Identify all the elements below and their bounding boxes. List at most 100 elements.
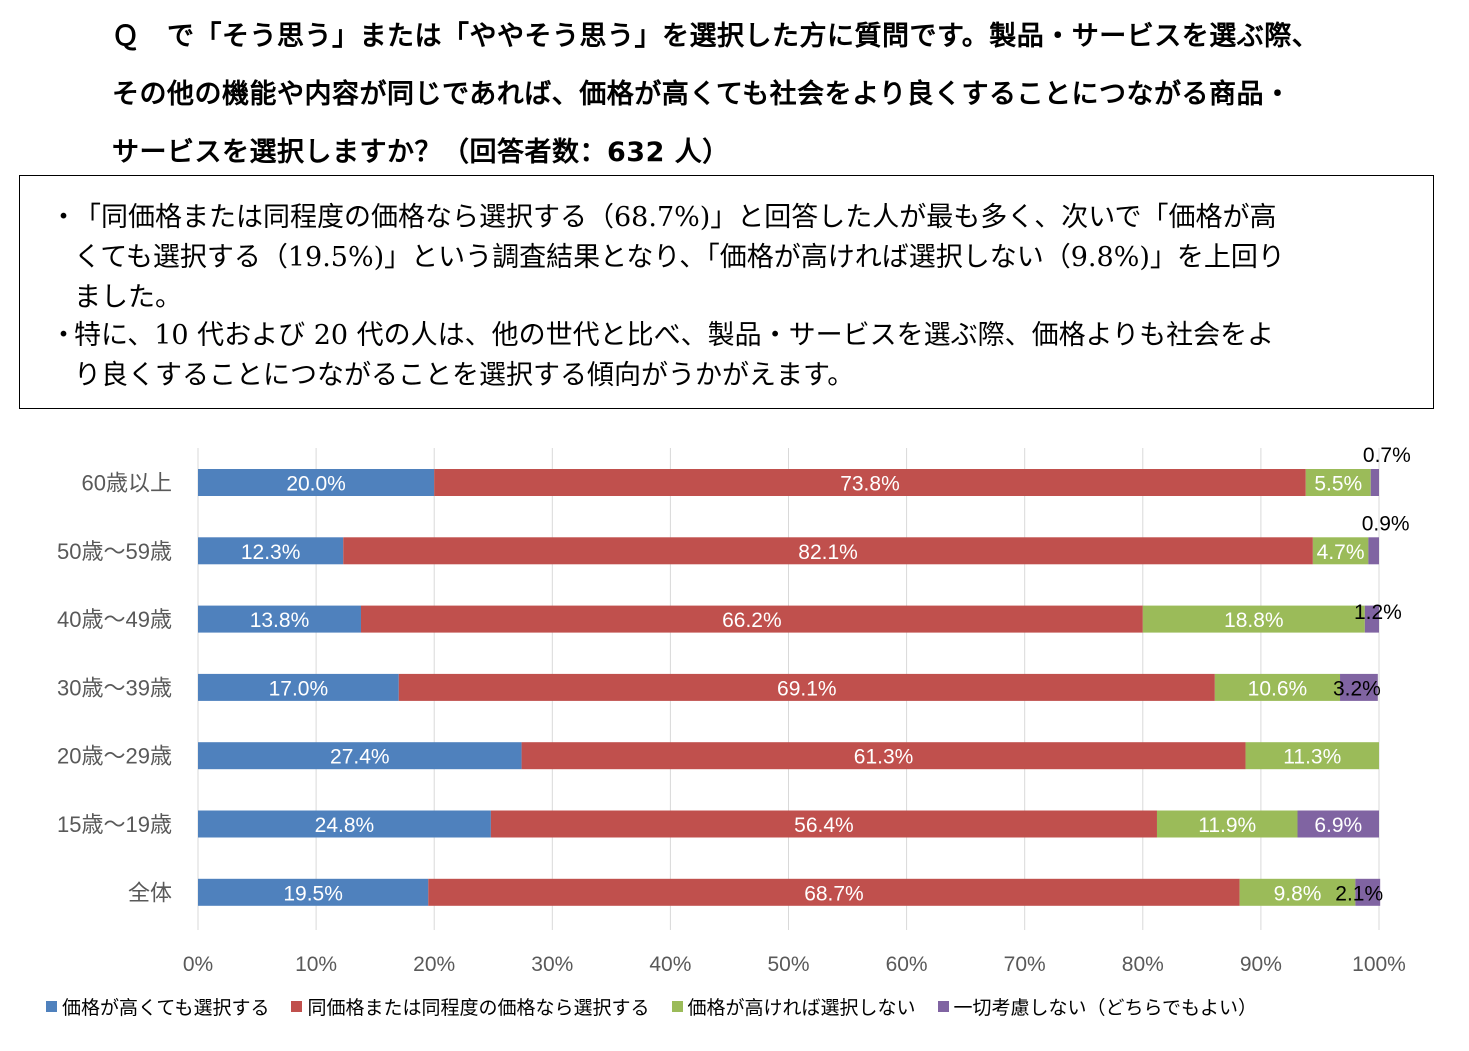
data-label: 2.1%	[1335, 882, 1383, 905]
legend-label: 価格が高ければ選択しない	[687, 996, 916, 1019]
bar-segment	[1370, 469, 1379, 496]
chart-legend: 価格が高くても選択する 同価格または同程度の価格なら選択する 価格が高ければ選択…	[46, 992, 1279, 1020]
legend-label: 同価格または同程度の価格なら選択する	[307, 996, 650, 1019]
bullet-mark: ・	[50, 202, 77, 233]
summary-box: ・ 「同価格または同程度の価格なら選択する（68.7%)」と回答した人が最も多く…	[19, 175, 1434, 409]
data-label: 19.5%	[283, 882, 343, 905]
data-label: 12.3%	[241, 541, 301, 564]
category-label: 20歳～29歳	[57, 744, 172, 769]
legend-label: 一切考慮しない（どちらでもよい）	[953, 996, 1257, 1019]
x-tick-label: 0%	[183, 953, 213, 976]
question-line: Ｑ で「そう思う」または「ややそう思う」を選択した方に質問です。製品・サービスを…	[112, 21, 1320, 52]
legend-swatch-purple	[937, 1000, 949, 1012]
legend-item-pay-more: 価格が高くても選択する	[46, 993, 269, 1020]
data-label: 82.1%	[798, 541, 858, 564]
data-label: 17.0%	[269, 677, 329, 700]
data-label: 56.4%	[794, 814, 854, 837]
x-tick-label: 30%	[531, 953, 573, 976]
bar-segment	[198, 810, 491, 838]
category-label: 30歳～39歳	[57, 675, 172, 700]
category-label: 60歳以上	[82, 471, 172, 496]
data-label: 11.9%	[1198, 814, 1256, 837]
data-label: 3.2%	[1333, 677, 1381, 700]
bar-segment	[343, 537, 1313, 565]
data-label: 1.2%	[1354, 601, 1402, 624]
x-tick-label: 80%	[1122, 953, 1164, 976]
bar-segment	[521, 742, 1246, 770]
summary-bullet: ・ 「同価格または同程度の価格なら選択する（68.7%)」と回答した人が最も多く…	[50, 198, 1420, 318]
x-tick-label: 40%	[649, 953, 691, 976]
summary-line: り良くすることにつながることを選択する傾向がうかがえます。	[74, 360, 855, 391]
data-label: 68.7%	[804, 882, 864, 905]
bar-segment	[198, 878, 429, 906]
question-text: Ｑ で「そう思う」または「ややそう思う」を選択した方に質問です。製品・サービスを…	[112, 8, 1452, 182]
bar-segment	[1142, 605, 1365, 633]
data-label: 10.6%	[1248, 677, 1308, 700]
data-label: 0.9%	[1362, 512, 1410, 535]
x-tick-label: 20%	[413, 953, 455, 976]
bar-segment	[1340, 673, 1378, 701]
bar-segment	[1214, 673, 1341, 701]
legend-swatch-red	[291, 1000, 303, 1012]
summary-line: くても選択する（19.5%)」という調査結果となり、「価格が高ければ選択しない（…	[74, 242, 1285, 273]
bar-segment	[1368, 537, 1379, 565]
bar-segment	[360, 605, 1143, 633]
x-tick-label: 100%	[1352, 953, 1406, 976]
data-label: 20.0%	[286, 473, 346, 496]
bullet-mark: ・	[50, 320, 77, 351]
summary-bullet: ・ 特に、10 代および 20 代の人は、他の世代と比べ、製品・サービスを選ぶ際…	[50, 316, 1420, 396]
x-tick-label: 60%	[886, 953, 928, 976]
data-label: 73.8%	[840, 473, 900, 496]
x-tick-label: 10%	[295, 953, 337, 976]
bar-segment	[428, 878, 1240, 906]
category-label: 40歳～49歳	[57, 607, 172, 632]
bar-segment	[198, 605, 361, 633]
bar-segment	[198, 469, 435, 496]
data-label: 0.7%	[1363, 444, 1411, 467]
category-label: 50歳～59歳	[57, 539, 172, 564]
data-label: 4.7%	[1317, 541, 1365, 564]
stacked-bar-chart: 0% 10% 20% 30% 40% 50% 60% 70% 80% 90% 100% 60歳以上 20…	[57, 444, 1411, 976]
data-label: 61.3%	[854, 746, 914, 769]
legend-swatch-green	[671, 1000, 683, 1012]
x-tick-label: 70%	[1004, 953, 1046, 976]
bar-segment	[398, 673, 1215, 701]
summary-line: ました。	[74, 282, 182, 313]
x-tick-label: 90%	[1240, 953, 1282, 976]
legend-item-same-price: 同価格または同程度の価格なら選択する	[291, 993, 650, 1020]
question-line: サービスを選択しますか？（回答者数：632 人）	[112, 137, 730, 168]
legend-item-no-consideration: 一切考慮しない（どちらでもよい）	[937, 993, 1257, 1020]
bar-segment	[198, 537, 344, 565]
bar-segment	[1355, 878, 1381, 906]
x-tick-label: 50%	[767, 953, 809, 976]
bar-segment	[1364, 605, 1379, 633]
bar-segment	[198, 673, 399, 701]
summary-line: 「同価格または同程度の価格なら選択する（68.7%)」と回答した人が最も多く、次…	[74, 202, 1277, 233]
data-label: 27.4%	[330, 746, 390, 769]
bar-segment	[1156, 810, 1298, 838]
category-label: 全体	[128, 880, 172, 905]
data-label: 9.8%	[1274, 882, 1322, 905]
data-label: 13.8%	[250, 609, 310, 632]
bar-segment	[434, 469, 1306, 496]
data-label: 5.5%	[1314, 473, 1362, 496]
bar-segment	[1297, 810, 1379, 838]
data-label: 69.1%	[777, 677, 837, 700]
legend-label: 価格が高くても選択する	[62, 996, 270, 1019]
bar-segment	[1239, 878, 1356, 906]
data-label: 18.8%	[1224, 609, 1284, 632]
data-label: 6.9%	[1314, 814, 1362, 837]
data-label: 24.8%	[315, 814, 375, 837]
question-line: その他の機能や内容が同じであれば、価格が高くても社会をより良くすることにつながる…	[112, 79, 1292, 110]
data-label: 11.3%	[1283, 746, 1341, 769]
legend-swatch-blue	[46, 1000, 57, 1012]
bar-segment	[1312, 537, 1369, 565]
category-label: 15歳～19歳	[57, 812, 172, 837]
bar-segment	[490, 810, 1157, 838]
legend-item-not-if-expensive: 価格が高ければ選択しない	[671, 993, 916, 1020]
bar-segment	[1305, 469, 1371, 496]
summary-line: 特に、10 代および 20 代の人は、他の世代と比べ、製品・サービスを選ぶ際、価…	[74, 320, 1275, 351]
bar-segment	[1245, 742, 1379, 770]
data-label: 66.2%	[722, 609, 782, 632]
bar-segment	[198, 742, 522, 770]
